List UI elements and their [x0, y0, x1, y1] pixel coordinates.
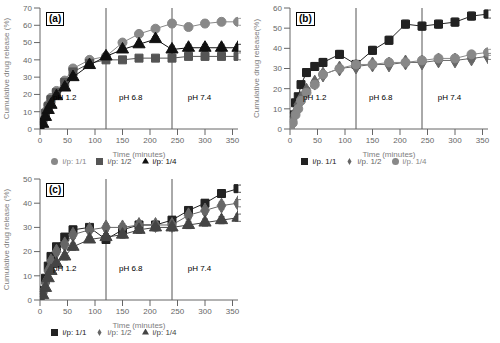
- svg-text:20: 20: [23, 247, 32, 256]
- svg-text:pH 7.4: pH 7.4: [438, 93, 462, 102]
- svg-text:40: 40: [23, 56, 32, 65]
- svg-text:200: 200: [143, 307, 157, 316]
- svg-text:350: 350: [476, 136, 490, 145]
- html-text:i/p: 1/2: i/p: 1/2: [107, 328, 132, 337]
- html-text:i/p: 1/2: i/p: 1/2: [107, 157, 132, 166]
- svg-text:pH 6.8: pH 6.8: [119, 93, 143, 102]
- svg-text:200: 200: [393, 136, 407, 145]
- svg-text:50: 50: [63, 136, 72, 145]
- svg-text:pH 6.8: pH 6.8: [369, 93, 393, 102]
- svg-text:pH 1.2: pH 1.2: [53, 264, 77, 273]
- svg-text:300: 300: [448, 136, 462, 145]
- svg-text:40: 40: [273, 44, 282, 53]
- html-text:i/p. 1/2: i/p. 1/2: [357, 157, 382, 166]
- svg-text:50: 50: [23, 175, 32, 184]
- html-text:i/p: 1/4: i/p: 1/4: [152, 157, 177, 166]
- html-text:i/p. 1/1: i/p. 1/1: [312, 157, 337, 166]
- svg-text:300: 300: [198, 307, 212, 316]
- svg-text:0: 0: [28, 296, 33, 305]
- svg-text:0: 0: [28, 125, 33, 134]
- svg-text:250: 250: [171, 136, 185, 145]
- svg-text:10: 10: [273, 105, 282, 114]
- svg-text:pH 7.4: pH 7.4: [188, 93, 212, 102]
- svg-text:pH 1.2: pH 1.2: [303, 93, 327, 102]
- svg-text:300: 300: [198, 136, 212, 145]
- html-text:(a): (a): [49, 13, 62, 24]
- svg-text:0: 0: [38, 307, 43, 316]
- svg-text:250: 250: [421, 136, 435, 145]
- svg-text:40: 40: [23, 199, 32, 208]
- svg-text:60: 60: [23, 21, 32, 30]
- html-text:(c): (c): [49, 184, 62, 195]
- svg-text:Cumulative drug release (%): Cumulative drug release (%): [8, 17, 11, 119]
- svg-text:10: 10: [23, 272, 32, 281]
- svg-text:20: 20: [273, 85, 282, 94]
- svg-text:50: 50: [63, 307, 72, 316]
- svg-text:Time (minutes): Time (minutes): [112, 150, 165, 159]
- svg-text:20: 20: [23, 90, 32, 99]
- svg-text:50: 50: [273, 24, 282, 33]
- svg-text:Time (minutes): Time (minutes): [112, 321, 165, 330]
- svg-text:pH 7.4: pH 7.4: [188, 264, 212, 273]
- html-text:i/p: 1/4: i/p: 1/4: [152, 328, 177, 337]
- html-text:(b): (b): [299, 13, 312, 24]
- svg-text:0: 0: [38, 136, 43, 145]
- svg-text:0: 0: [278, 125, 283, 134]
- svg-text:200: 200: [143, 136, 157, 145]
- svg-text:150: 150: [116, 307, 130, 316]
- svg-text:100: 100: [88, 307, 102, 316]
- svg-text:Time (minutes): Time (minutes): [362, 150, 415, 159]
- svg-text:60: 60: [273, 4, 282, 13]
- html-text:i/p: 1/1: i/p: 1/1: [62, 157, 87, 166]
- svg-text:350: 350: [226, 307, 240, 316]
- svg-text:30: 30: [23, 73, 32, 82]
- svg-text:50: 50: [313, 136, 322, 145]
- html-text:i/p: 1/1: i/p: 1/1: [62, 328, 87, 337]
- svg-text:30: 30: [23, 223, 32, 232]
- svg-text:50: 50: [23, 38, 32, 47]
- svg-text:0: 0: [288, 136, 293, 145]
- svg-text:Cumulative drug release (%): Cumulative drug release (%): [8, 188, 11, 290]
- svg-text:10: 10: [23, 108, 32, 117]
- html-text:i/p. 1/4: i/p. 1/4: [402, 157, 427, 166]
- svg-text:100: 100: [338, 136, 352, 145]
- svg-text:150: 150: [116, 136, 130, 145]
- svg-text:70: 70: [23, 4, 32, 13]
- svg-text:30: 30: [273, 64, 282, 73]
- svg-text:100: 100: [88, 136, 102, 145]
- svg-text:150: 150: [366, 136, 380, 145]
- svg-text:Cumulative drug release(%): Cumulative drug release(%): [252, 19, 261, 118]
- svg-text:pH 6.8: pH 6.8: [119, 264, 143, 273]
- svg-text:pH 1.2: pH 1.2: [53, 93, 77, 102]
- svg-text:350: 350: [226, 136, 240, 145]
- svg-text:250: 250: [171, 307, 185, 316]
